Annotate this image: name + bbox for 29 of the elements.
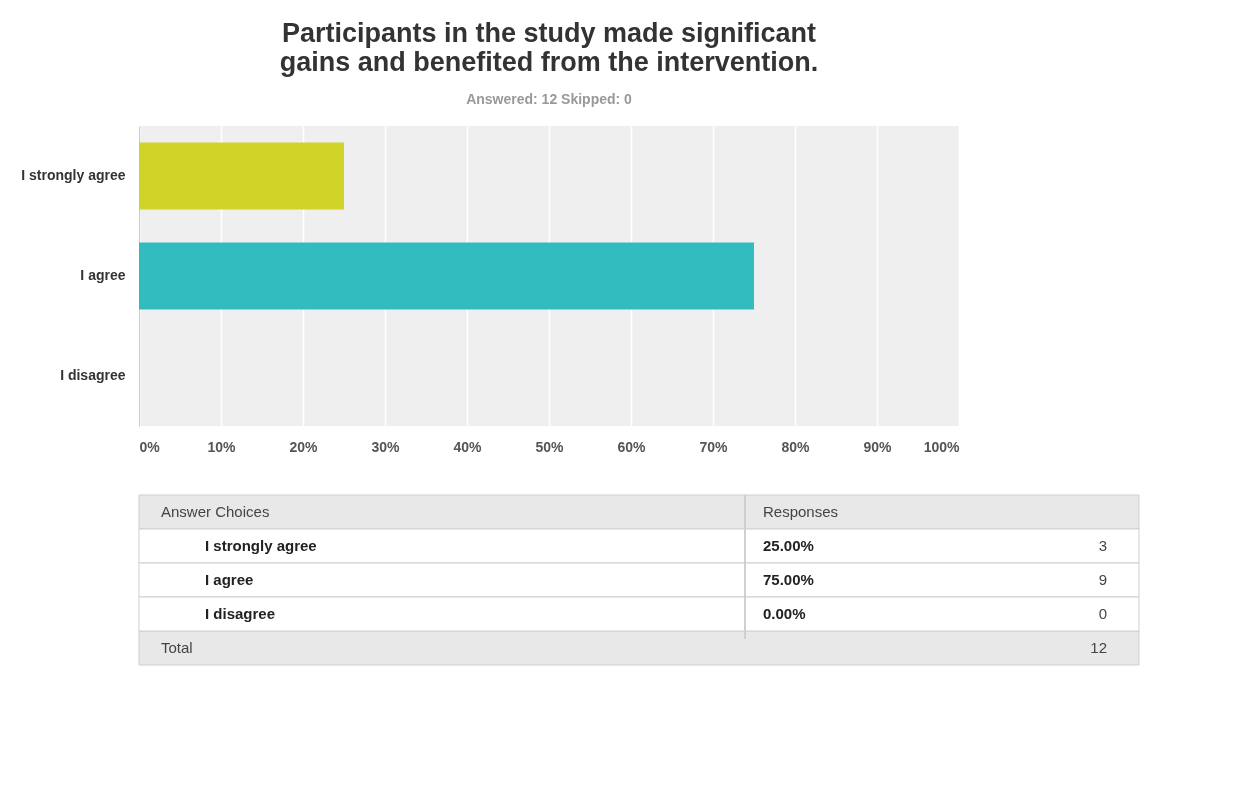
text: Total xyxy=(161,639,193,656)
text: Answer Choices xyxy=(161,503,270,520)
text: 25.00% xyxy=(763,537,814,554)
text: 75.00% xyxy=(763,571,814,588)
y-tick-label: I disagree xyxy=(60,367,126,383)
text: 12 xyxy=(1090,639,1107,656)
category-label: I strongly agree xyxy=(205,537,317,554)
text: 3 xyxy=(1098,537,1107,554)
y-tick-label: I agree xyxy=(80,267,126,283)
x-tick-label: 10% xyxy=(207,438,237,455)
x-tick-label: 70% xyxy=(699,438,729,455)
x-tick-label: 30% xyxy=(371,438,401,455)
x-tick-label: 90% xyxy=(863,438,893,455)
chart-title: Participants in the study made significant gains and benefited from the intervention. xyxy=(279,18,819,77)
x-tick-label: 80% xyxy=(781,438,811,455)
x-tick-label: 40% xyxy=(453,438,483,455)
chart-subtitle: Answered: 12 Skipped: 0 xyxy=(466,91,633,107)
text: 0 xyxy=(1098,605,1107,622)
text: Responses xyxy=(763,503,839,520)
x-tick-label: 60% xyxy=(617,438,647,455)
x-tick-label: 100% xyxy=(923,438,961,455)
x-tick-label: 0% xyxy=(139,438,161,455)
x-tick-label: 50% xyxy=(535,438,565,455)
text: 9 xyxy=(1098,571,1107,588)
x-tick-label: 20% xyxy=(289,438,319,455)
y-tick-label: I strongly agree xyxy=(21,167,126,183)
category-label: I agree xyxy=(205,571,254,588)
category-label: I disagree xyxy=(205,605,276,622)
text: 0.00% xyxy=(763,605,806,622)
